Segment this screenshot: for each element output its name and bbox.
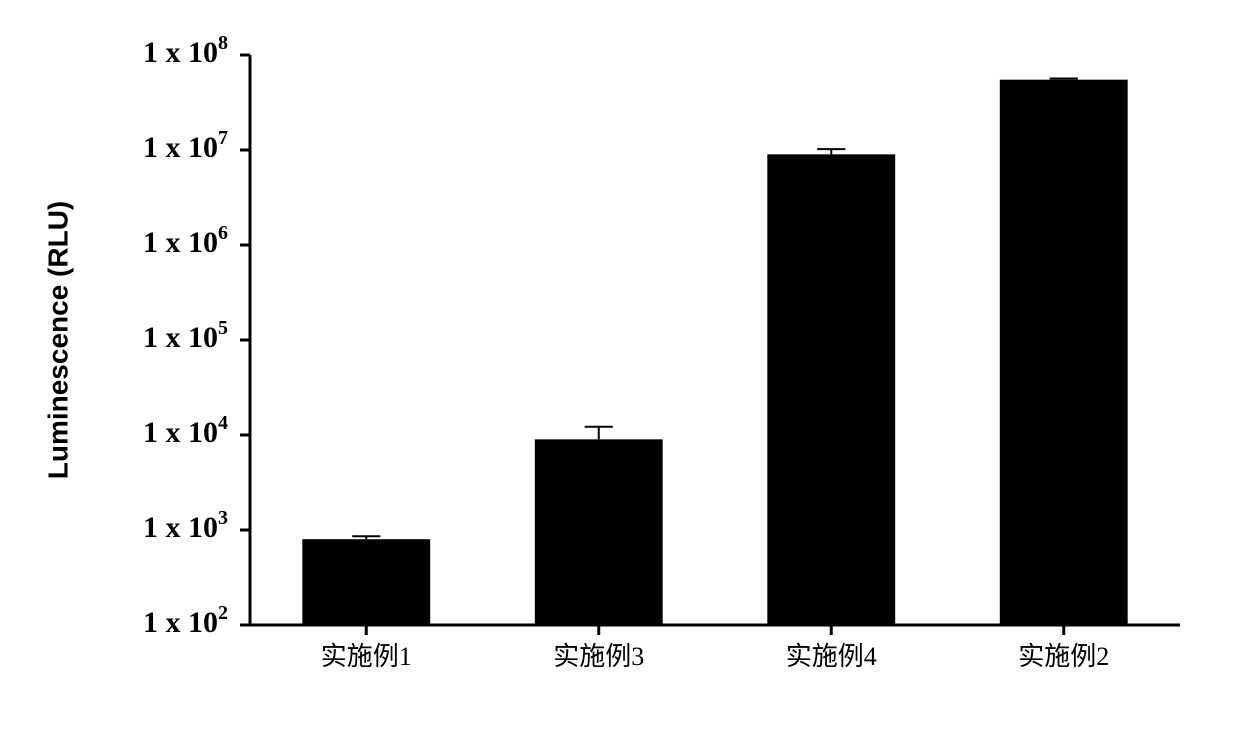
x-tick-label: 实施例2 <box>1018 642 1109 671</box>
y-tick-label: 1 x 105 <box>143 317 228 354</box>
bar <box>302 539 430 625</box>
bar <box>1000 80 1128 625</box>
x-tick-label: 实施例1 <box>321 642 412 671</box>
y-tick-label: 1 x 102 <box>143 602 228 639</box>
chart-svg: 1 x 102 1 x 103 1 x 104 1 x 105 1 x 106 1 x 1… <box>0 0 1240 731</box>
bar <box>535 439 663 625</box>
luminescence-bar-chart: 1 x 102 1 x 103 1 x 104 1 x 105 1 x 106 1 x 1… <box>0 0 1240 731</box>
x-tick-label: 实施例4 <box>786 642 877 671</box>
y-tick-label: 1 x 106 <box>143 222 228 259</box>
y-axis-label: Luminescence (RLU) <box>42 201 73 480</box>
x-tick-label: 实施例3 <box>553 642 644 671</box>
bar <box>767 154 895 625</box>
y-tick-label: 1 x 104 <box>143 412 228 449</box>
y-tick-label: 1 x 107 <box>143 127 228 164</box>
y-tick-label: 1 x 103 <box>143 507 228 544</box>
y-tick-label: 1 x 108 <box>143 32 228 69</box>
